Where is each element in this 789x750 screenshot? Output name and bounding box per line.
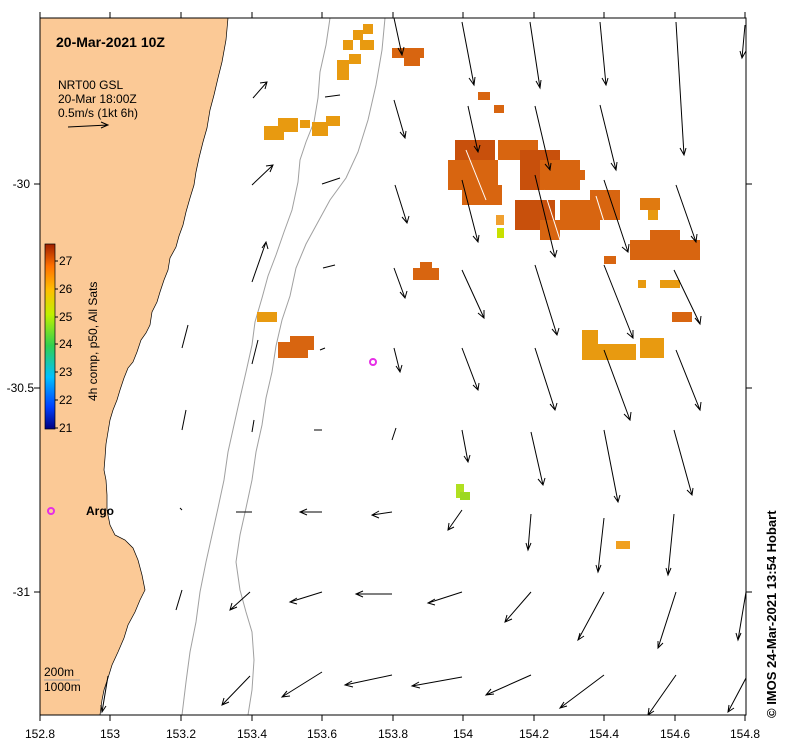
x-tick-label: 153.2 bbox=[166, 727, 196, 741]
colorbar-ticks bbox=[55, 260, 58, 429]
colorbar-tick-label: 24 bbox=[59, 337, 73, 351]
data-gaps bbox=[465, 149, 607, 241]
x-tick-label: 153.4 bbox=[237, 727, 267, 741]
colorbar-label: 4h comp, p50, All Sats bbox=[86, 282, 100, 401]
isobath-1000m bbox=[235, 18, 386, 715]
sst-patches bbox=[257, 24, 700, 549]
product-line: NRT00 GSL bbox=[58, 78, 123, 92]
y-tick-label: -30.5 bbox=[7, 381, 35, 395]
colorbar-tick-label: 23 bbox=[59, 365, 73, 379]
scale-arrow bbox=[67, 121, 110, 129]
x-tick-label: 153.8 bbox=[378, 727, 408, 741]
colorbar-tick-label: 22 bbox=[59, 393, 73, 407]
x-tick-label: 154.4 bbox=[589, 727, 619, 741]
argo-label: Argo bbox=[86, 504, 114, 518]
x-tick-label: 153.6 bbox=[307, 727, 337, 741]
argo-float-marker[interactable] bbox=[369, 358, 377, 366]
isobath-legend-1000m: 1000m bbox=[44, 680, 81, 694]
argo-float-marker[interactable] bbox=[47, 507, 55, 515]
current-arrows bbox=[100, 18, 746, 715]
isobath-200m bbox=[181, 18, 331, 715]
x-tick-label: 154 bbox=[453, 727, 473, 741]
x-tick-label: 154.8 bbox=[730, 727, 760, 741]
x-tick-label: 154.2 bbox=[519, 727, 549, 741]
colorbar-tick-label: 25 bbox=[59, 310, 73, 324]
scale-label: 0.5m/s (1kt 6h) bbox=[58, 106, 138, 120]
colorbar bbox=[44, 243, 56, 430]
map-title: 20-Mar-2021 10Z bbox=[56, 34, 165, 50]
y-tick-label: -31 bbox=[13, 585, 31, 599]
axis-ticks bbox=[34, 12, 752, 721]
y-tick-label: -30 bbox=[13, 177, 31, 191]
isobath-legend-200m: 200m bbox=[44, 665, 74, 679]
colorbar-tick-label: 26 bbox=[59, 282, 73, 296]
x-tick-label: 152.8 bbox=[25, 727, 55, 741]
colorbar-tick-label: 27 bbox=[59, 254, 73, 268]
credit-text: © IMOS 24-Mar-2021 13:54 Hobart bbox=[764, 510, 779, 718]
coastline-land bbox=[40, 18, 229, 715]
x-tick-label: 153 bbox=[100, 727, 120, 741]
time-line: 20-Mar 18:00Z bbox=[58, 92, 137, 106]
colorbar-tick-label: 21 bbox=[59, 421, 73, 435]
x-tick-label: 154.6 bbox=[660, 727, 690, 741]
